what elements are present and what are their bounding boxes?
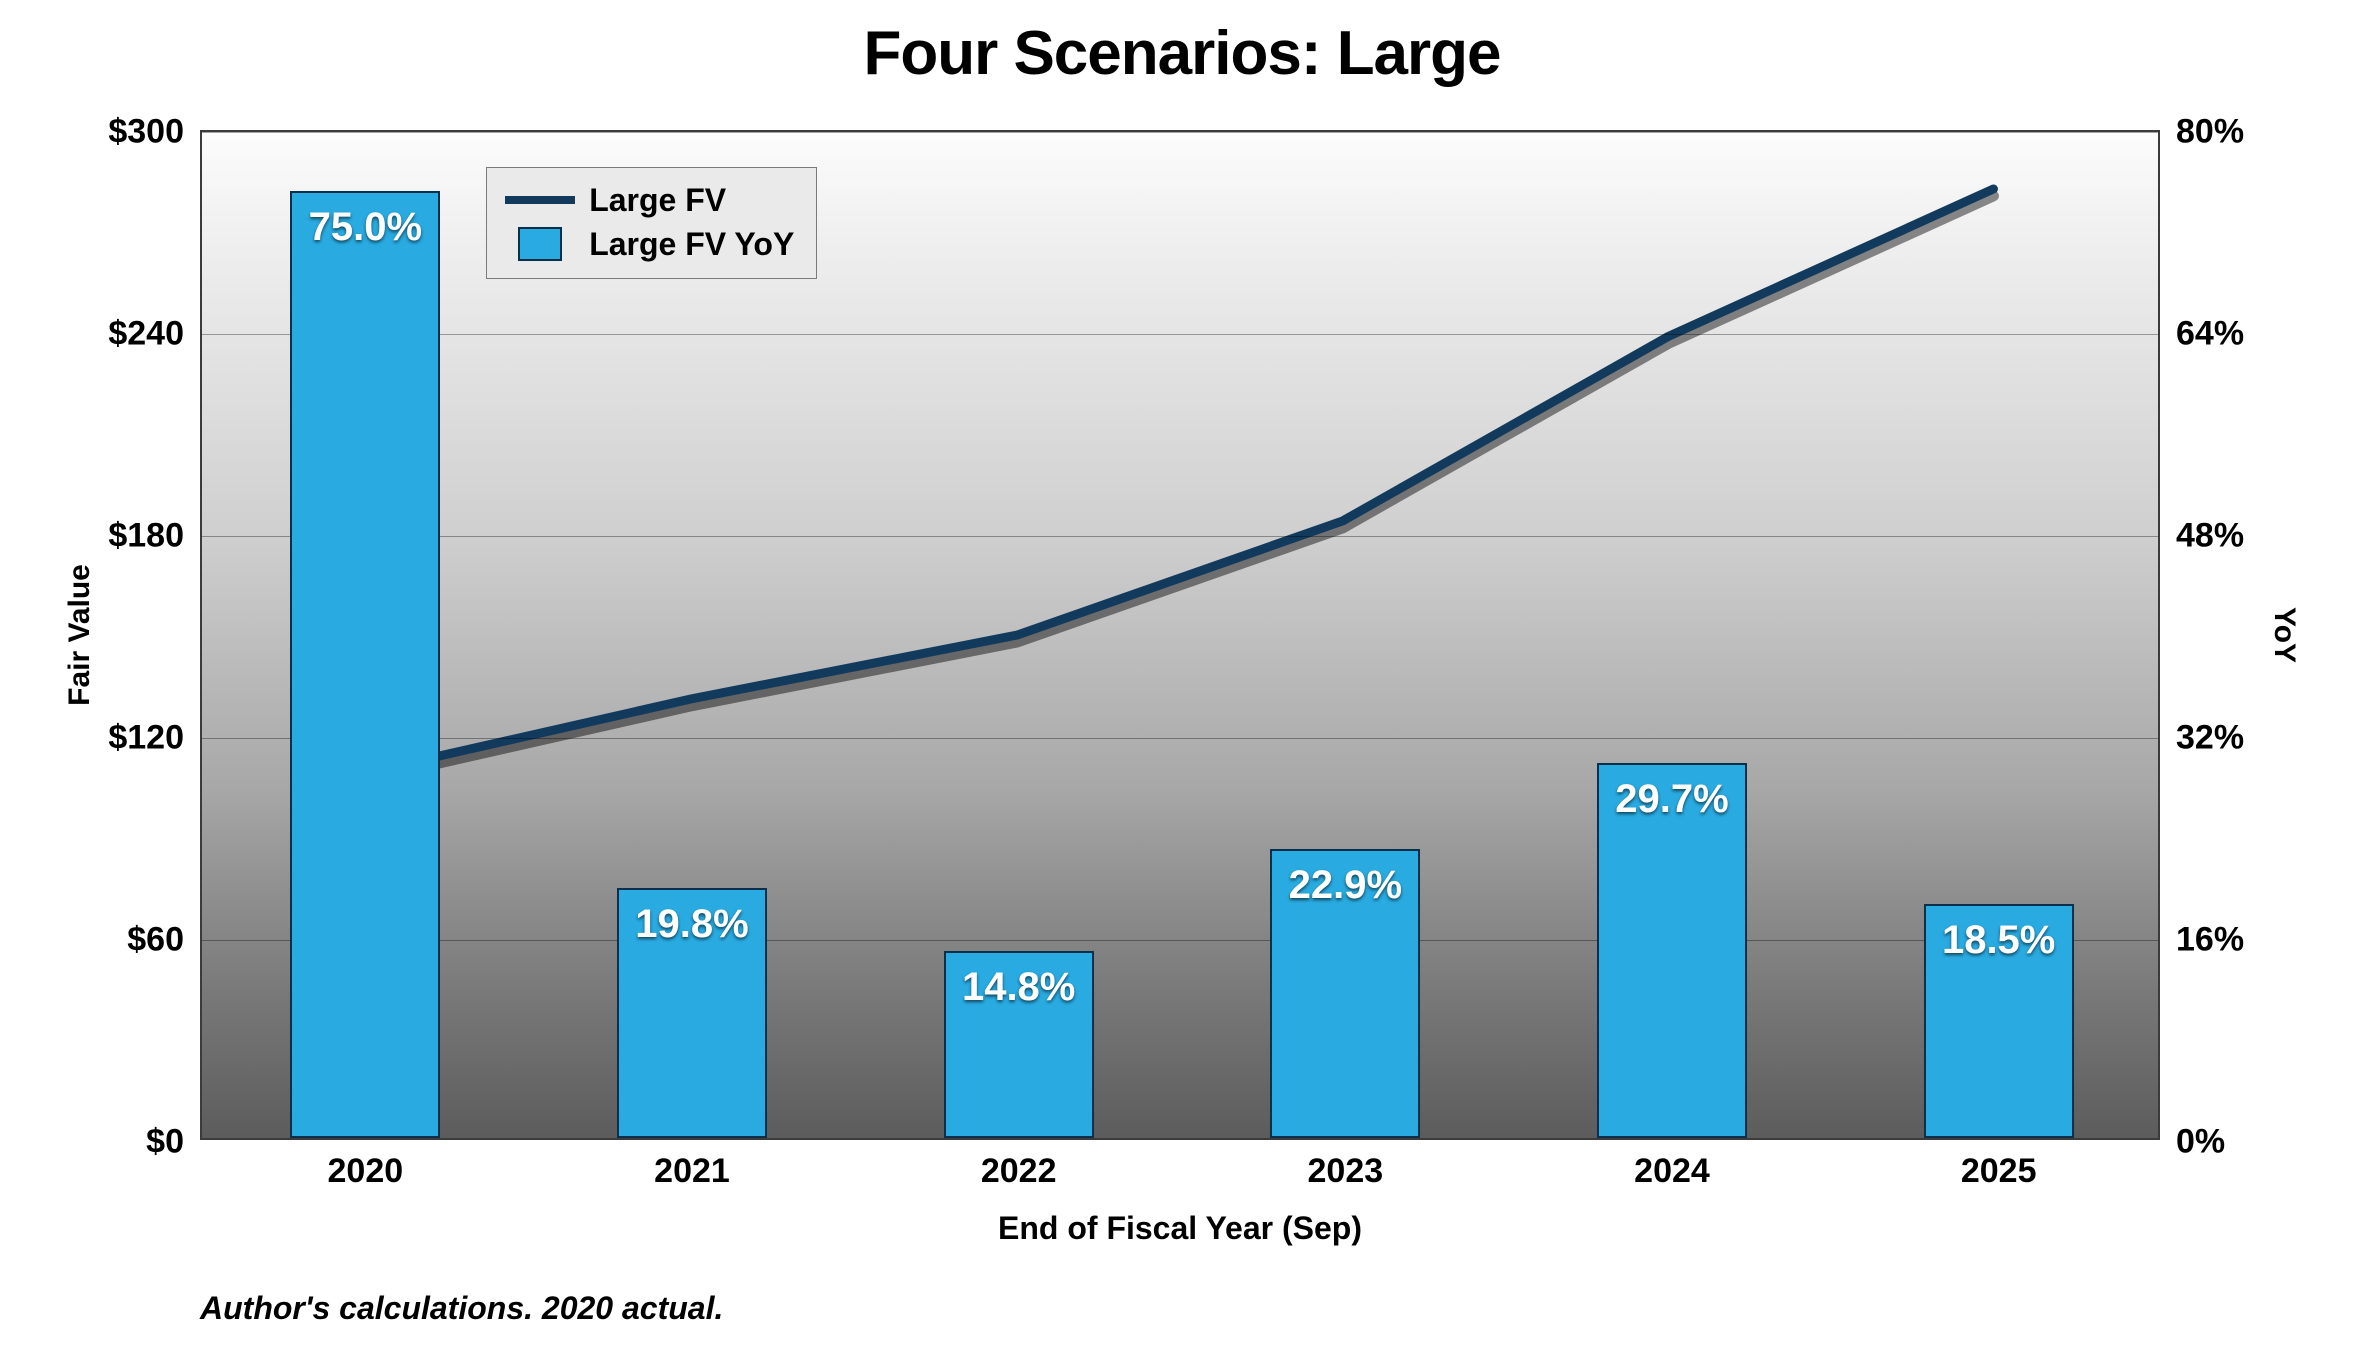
chart-title: Four Scenarios: Large <box>0 18 2364 89</box>
bar: 22.9% <box>1270 849 1420 1138</box>
y-left-tick-label: $0 <box>146 1123 184 1162</box>
bar-value-label: 75.0% <box>292 205 438 250</box>
bar-value-label: 14.8% <box>946 965 1092 1010</box>
x-tick-label: 2021 <box>654 1152 730 1191</box>
line-series-layer <box>202 132 2158 1138</box>
y-left-tick-label: $300 <box>108 113 184 152</box>
bar-value-label: 22.9% <box>1272 863 1418 908</box>
y-left-tick-label: $120 <box>108 719 184 758</box>
bar-value-label: 18.5% <box>1926 918 2072 963</box>
y-right-tick-label: 48% <box>2176 517 2244 556</box>
x-tick-label: 2023 <box>1308 1152 1384 1191</box>
y-left-tick-label: $180 <box>108 517 184 556</box>
gridline <box>202 536 2158 537</box>
plot-area: $00%$6016%$12032%$18048%$24064%$30080%20… <box>200 130 2160 1140</box>
plot-background: $00%$6016%$12032%$18048%$24064%$30080%20… <box>200 130 2160 1140</box>
gridline <box>202 334 2158 335</box>
y-left-tick-label: $60 <box>127 921 184 960</box>
bar: 14.8% <box>944 951 1094 1138</box>
legend: Large FV Large FV YoY <box>486 167 817 279</box>
y-right-tick-label: 16% <box>2176 921 2244 960</box>
gridline <box>202 738 2158 739</box>
gridline <box>202 132 2158 133</box>
legend-label: Large FV YoY <box>589 226 794 263</box>
legend-label: Large FV <box>589 182 726 219</box>
bar: 19.8% <box>617 888 767 1138</box>
y-right-tick-label: 0% <box>2176 1123 2225 1162</box>
x-tick-label: 2022 <box>981 1152 1057 1191</box>
y-right-tick-label: 80% <box>2176 113 2244 152</box>
gridline <box>202 940 2158 941</box>
chart-footnote: Author's calculations. 2020 actual. <box>200 1290 723 1327</box>
bar: 29.7% <box>1597 763 1747 1138</box>
bar-value-label: 19.8% <box>619 902 765 947</box>
line-shadow <box>367 196 1994 779</box>
y-right-tick-label: 32% <box>2176 719 2244 758</box>
x-tick-label: 2025 <box>1961 1152 2037 1191</box>
x-tick-label: 2024 <box>1634 1152 1710 1191</box>
y-left-axis-title: Fair Value <box>63 564 97 706</box>
legend-item: Large FV <box>505 178 794 222</box>
legend-swatch <box>518 227 562 261</box>
y-right-tick-label: 64% <box>2176 315 2244 354</box>
bar-value-label: 29.7% <box>1599 777 1745 822</box>
legend-line-marker <box>505 196 575 204</box>
y-right-axis-title: YoY <box>2267 607 2301 663</box>
y-right-axis-title-wrap: YoY <box>2264 130 2304 1140</box>
y-left-tick-label: $240 <box>108 315 184 354</box>
y-left-axis-title-wrap: Fair Value <box>60 130 100 1140</box>
legend-item: Large FV YoY <box>505 222 794 266</box>
x-tick-label: 2020 <box>328 1152 404 1191</box>
x-axis-title: End of Fiscal Year (Sep) <box>200 1210 2160 1247</box>
bar: 18.5% <box>1924 904 2074 1138</box>
bar: 75.0% <box>290 191 440 1138</box>
